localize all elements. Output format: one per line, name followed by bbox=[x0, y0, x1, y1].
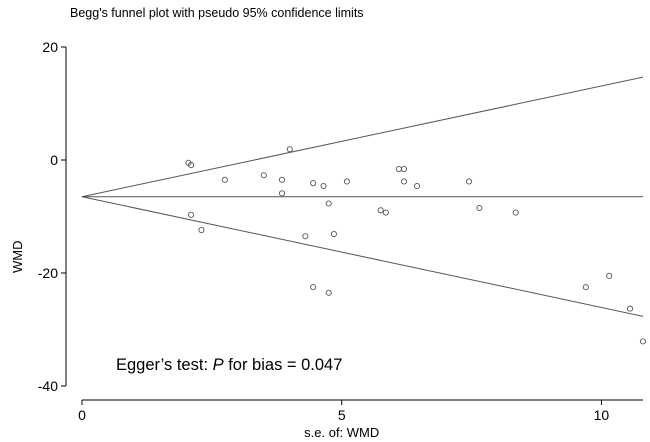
data-point bbox=[221, 176, 228, 183]
data-point bbox=[395, 165, 402, 173]
axes: 20 0 -20 -40 0 5 10 bbox=[38, 39, 643, 423]
x-tick-label: 5 bbox=[338, 407, 346, 423]
data-point bbox=[639, 338, 647, 345]
data-point bbox=[382, 209, 389, 216]
egger-test-prefix: Egger’s test: bbox=[116, 356, 213, 374]
upper-confidence-limit bbox=[81, 76, 644, 198]
y-axis-title: WMD bbox=[10, 240, 25, 273]
data-point bbox=[330, 230, 337, 238]
y-tick-label: 20 bbox=[42, 39, 58, 55]
y-tick-label: -20 bbox=[38, 265, 58, 281]
data-point bbox=[325, 289, 332, 296]
chart-title: Begg's funnel plot with pseudo 95% confi… bbox=[70, 6, 364, 20]
data-point bbox=[626, 305, 634, 312]
data-point bbox=[310, 180, 317, 187]
data-point bbox=[302, 233, 309, 240]
data-points bbox=[185, 146, 647, 345]
lower-confidence-limit bbox=[81, 196, 644, 317]
data-point bbox=[320, 182, 327, 190]
y-tick-label: -40 bbox=[38, 378, 58, 394]
data-point bbox=[278, 176, 286, 183]
x-tick-label: 0 bbox=[78, 407, 86, 423]
data-point bbox=[512, 209, 519, 216]
data-point bbox=[198, 227, 205, 234]
data-point bbox=[606, 272, 613, 279]
funnel-lines bbox=[81, 76, 644, 317]
data-point bbox=[582, 284, 589, 291]
data-point bbox=[343, 178, 350, 185]
x-axis-title: s.e. of: WMD bbox=[304, 425, 379, 440]
y-tick-label: 0 bbox=[50, 152, 58, 168]
data-point bbox=[413, 182, 421, 190]
x-tick-label: 10 bbox=[594, 407, 610, 423]
data-point bbox=[465, 178, 473, 185]
data-point bbox=[377, 207, 384, 214]
data-point bbox=[260, 172, 267, 179]
data-point bbox=[188, 162, 195, 169]
axis-labels: s.e. of: WMD WMD Egger’s test: P for bias … bbox=[10, 240, 379, 440]
egger-test-annotation: Egger’s test: P for bias = 0.047 bbox=[116, 356, 342, 374]
data-point bbox=[286, 146, 293, 153]
data-point bbox=[278, 190, 286, 197]
data-point bbox=[188, 211, 195, 218]
data-point bbox=[310, 284, 317, 291]
egger-test-p: P bbox=[213, 356, 224, 374]
egger-test-value: for bias = 0.047 bbox=[224, 356, 343, 374]
data-point bbox=[401, 165, 408, 173]
data-point bbox=[476, 204, 483, 212]
data-point bbox=[401, 178, 408, 185]
data-point bbox=[325, 200, 332, 207]
